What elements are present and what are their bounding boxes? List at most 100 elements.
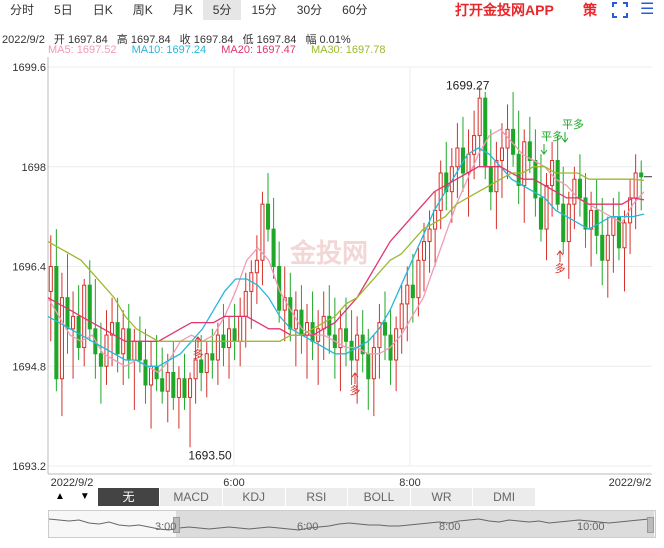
candle-body [499,147,504,162]
candle-body [600,234,605,261]
candle-body [243,290,248,317]
signal-arrow [351,372,359,384]
candle-body [460,147,466,174]
candle-body [87,284,92,330]
candle-body [421,241,427,261]
candle-body [126,328,131,361]
scroll-up-button[interactable]: ▲ [48,488,73,506]
candle-body [438,172,443,211]
ma-line-ma30 [47,166,645,342]
info-date: 2022/9/2 [2,34,45,46]
candle-body [572,178,577,205]
info-change: 幅 0.01% [305,34,351,46]
candle-body [633,172,638,199]
candle-body [410,284,415,299]
navigator-label-8: 8:00 [439,521,461,533]
flat-arrow [561,132,569,143]
candle-body [199,359,204,373]
tab-30min[interactable]: 30分 [296,3,323,17]
menu-icon[interactable]: ☰ [640,1,655,18]
flat-label: 平多 [541,129,563,143]
signal-label: 多 [193,347,204,361]
candle-body [583,197,588,230]
candle-body [65,297,70,330]
candle-body [544,184,549,230]
candle-body [82,284,87,349]
candle-body [210,353,215,361]
indicator-wr[interactable]: WR [410,488,474,506]
candle-body [494,160,499,193]
candle-body [59,297,64,380]
tab-weekly-k[interactable]: 周K [132,3,153,17]
candle-body [193,359,198,380]
candle-body [160,378,165,392]
candle-body [232,328,237,342]
navigator-label-10: 10:00 [577,521,605,533]
candle-body [527,141,532,162]
y-tick-label: 1694.8 [12,361,46,373]
signal-label: 多 [350,383,361,397]
info-high: 高 1697.84 [116,34,171,46]
signal-arrow [194,336,202,348]
period-tabs: 分时 5日 日K 周K 月K 5分 15分 30分 60分 [0,0,664,20]
candle-body [377,322,382,349]
indicator-rsi[interactable]: RSI [285,488,349,506]
range-navigator[interactable]: 3:00 6:00 8:00 10:00 [48,510,656,538]
candle-body [215,334,220,361]
tab-15min[interactable]: 15分 [251,3,277,17]
indicator-boll[interactable]: BOLL [348,488,411,506]
indicator-tabs: ▲ ▼ 无 MACD KDJ RSI BOLL WR DMI [48,488,536,506]
indicator-dmi[interactable]: DMI [473,488,536,506]
fullscreen-icon[interactable] [612,2,628,18]
max-label: 1699.27 [446,79,490,93]
candle-body [427,228,432,243]
ma-line-ma20 [47,166,645,342]
candle-body [639,172,644,178]
x-tick-label: 6:00 [223,477,244,489]
tab-monthly-k[interactable]: 月K [172,3,193,17]
y-tick-label: 1693.2 [12,461,46,473]
navigator-left-handle[interactable] [173,517,180,533]
candle-body [444,172,449,193]
candle-body [188,378,193,398]
open-app-link[interactable]: 打开金投网APP [455,2,554,18]
indicator-none[interactable]: 无 [97,488,161,506]
candle-body [477,97,482,137]
tab-60min[interactable]: 60分 [342,3,368,17]
candle-body [371,347,376,380]
candle-body [622,222,627,249]
indicator-macd[interactable]: MACD [160,488,223,506]
candle-body [472,135,477,155]
candle-body [338,328,343,349]
candle-body [522,141,527,186]
candle-body [176,378,181,398]
candle-body [132,340,137,361]
candle-body [561,203,566,243]
candle-body [343,328,349,342]
tab-5day[interactable]: 5日 [54,3,73,17]
candle-body [555,160,560,205]
candle-body [204,353,209,373]
candle-body [594,209,599,236]
tab-5min[interactable]: 5分 [202,0,242,20]
info-open: 开 1697.84 [53,34,108,46]
candle-body [466,153,471,174]
candle-body [382,322,388,336]
tab-timeshare[interactable]: 分时 [10,3,35,17]
candle-body [48,266,53,292]
scroll-down-button[interactable]: ▼ [72,488,98,506]
candle-body [182,378,187,398]
legend-ma10: MA10: 1697.24 [131,44,207,56]
legend-ma5: MA5: 1697.52 [48,44,117,56]
strategy-link[interactable]: 策 [583,2,597,18]
candle-body [405,284,410,305]
candle-body [54,266,59,380]
navigator-right-handle[interactable] [647,517,654,533]
candle-body [577,178,582,199]
navigator-sparkline [49,518,650,531]
tab-daily-k[interactable]: 日K [92,3,113,17]
candle-body [433,209,438,230]
ohlc-info: 2022/9/2 开 1697.84 高 1697.84 收 1697.84 低… [2,31,357,47]
indicator-kdj[interactable]: KDJ [222,488,286,506]
